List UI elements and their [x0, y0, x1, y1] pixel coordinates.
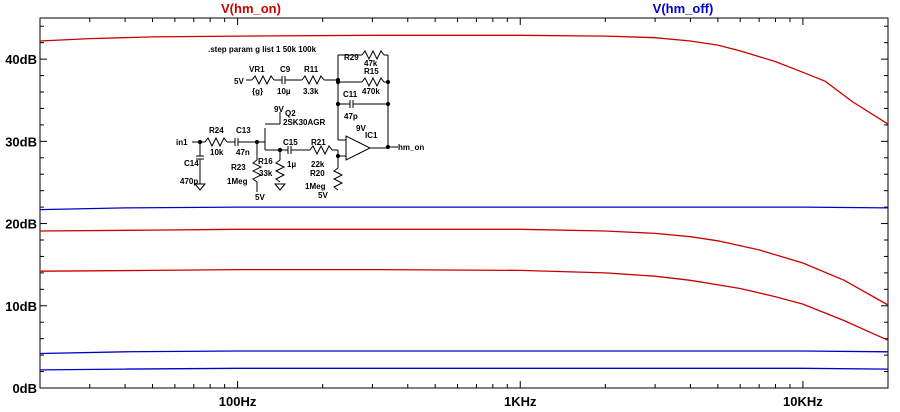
- ground-icon: [273, 183, 287, 191]
- node-dot: [335, 153, 341, 159]
- y-tick-label: 40dB: [5, 52, 37, 67]
- schematic-diagram: .step param g list 1 50k 100k 5V VR1 {g}…: [176, 45, 424, 202]
- series-group: [39, 34, 889, 371]
- label-r29: R29: [344, 53, 359, 62]
- y-tick-label: 30dB: [5, 134, 37, 149]
- node-dot: [335, 79, 341, 85]
- x-tick-label: 10KHz: [783, 394, 823, 409]
- label-c13: C13: [236, 126, 251, 135]
- label-r20-value: 1Meg: [305, 182, 326, 191]
- x-tick-label: 100Hz: [219, 394, 257, 409]
- label-r21-value: 22k: [311, 160, 325, 169]
- label-r21: R21: [311, 138, 326, 147]
- label-r29-value: 47k: [364, 59, 378, 68]
- node-dot: [335, 101, 341, 107]
- legend-hm-off[interactable]: V(hm_off): [653, 1, 714, 16]
- node-dot: [385, 79, 391, 85]
- label-r24: R24: [209, 126, 224, 135]
- resistor-r24: [204, 136, 228, 148]
- opamp-ic1: [345, 135, 372, 161]
- label-r23-supply: 5V: [255, 193, 265, 202]
- label-r20: R20: [310, 169, 325, 178]
- label-vr1: VR1: [249, 65, 265, 74]
- label-c13-value: 47n: [236, 148, 250, 157]
- y-tick-label: 10dB: [5, 299, 37, 314]
- label-c9: C9: [280, 65, 291, 74]
- resistor-r29: [361, 49, 385, 61]
- label-ic1-supply: 9V: [356, 124, 366, 133]
- node-dot: [197, 139, 203, 145]
- step-directive: .step param g list 1 50k 100k: [208, 45, 317, 54]
- node-dot: [254, 139, 260, 145]
- label-ic1: IC1: [365, 131, 378, 140]
- label-r11-value: 3.3k: [303, 87, 319, 96]
- resistor-r11: [301, 74, 325, 86]
- axis-ticks: 100Hz 1KHz 10KHz 0dB 10dB 20dB 30dB 40dB: [5, 18, 889, 409]
- resistor-r23: [251, 159, 263, 183]
- label-c14: C14: [184, 159, 199, 168]
- label-c15-value: 1µ: [287, 160, 296, 169]
- label-c11-value: 47p: [344, 112, 358, 121]
- label-in1: in1: [176, 138, 188, 147]
- label-r15: R15: [364, 67, 379, 76]
- label-q2-supply: 9V: [274, 105, 284, 114]
- plot-frame: [39, 17, 889, 389]
- resistor-r16: [274, 159, 286, 183]
- y-tick-label: 20dB: [5, 217, 37, 232]
- label-vr1-value: {g}: [252, 87, 263, 96]
- ground-icon: [193, 183, 207, 191]
- node-dot: [385, 144, 391, 150]
- label-r23-value: 1Meg: [227, 177, 248, 186]
- label-r24-value: 10k: [210, 148, 224, 157]
- label-c14-value: 470p: [180, 177, 198, 186]
- label-r20-supply: 5V: [318, 191, 328, 200]
- series-line-5: [39, 350, 889, 355]
- resistor-r21: [309, 144, 333, 156]
- y-tick-label: 0dB: [12, 381, 37, 396]
- label-q2-value: 2SK30AGR: [283, 118, 325, 127]
- label-5v-vr1: 5V: [234, 77, 244, 86]
- series-line-1: [39, 34, 889, 125]
- resistor-r20: [332, 167, 344, 191]
- label-r16-value: 33k: [259, 169, 273, 178]
- x-tick-label: 1KHz: [504, 394, 537, 409]
- label-r11: R11: [304, 65, 319, 74]
- label-r16: R16: [258, 157, 273, 166]
- label-r15-value: 470k: [362, 87, 380, 96]
- node-dot: [277, 147, 283, 153]
- series-line-2: [39, 228, 889, 306]
- label-q2: Q2: [285, 109, 296, 118]
- series-line-3: [39, 268, 889, 341]
- legend-hm-on[interactable]: V(hm_on): [221, 1, 281, 16]
- resistor-vr1: [251, 74, 275, 86]
- node-dot: [385, 101, 391, 107]
- label-c15: C15: [283, 138, 298, 147]
- label-c9-value: 10µ: [277, 87, 291, 96]
- label-r23: R23: [231, 163, 246, 172]
- label-c11: C11: [343, 90, 358, 99]
- resistor-r15: [361, 76, 385, 88]
- label-output: hm_on: [398, 143, 424, 152]
- series-line-6: [39, 367, 889, 371]
- series-line-4: [39, 206, 889, 211]
